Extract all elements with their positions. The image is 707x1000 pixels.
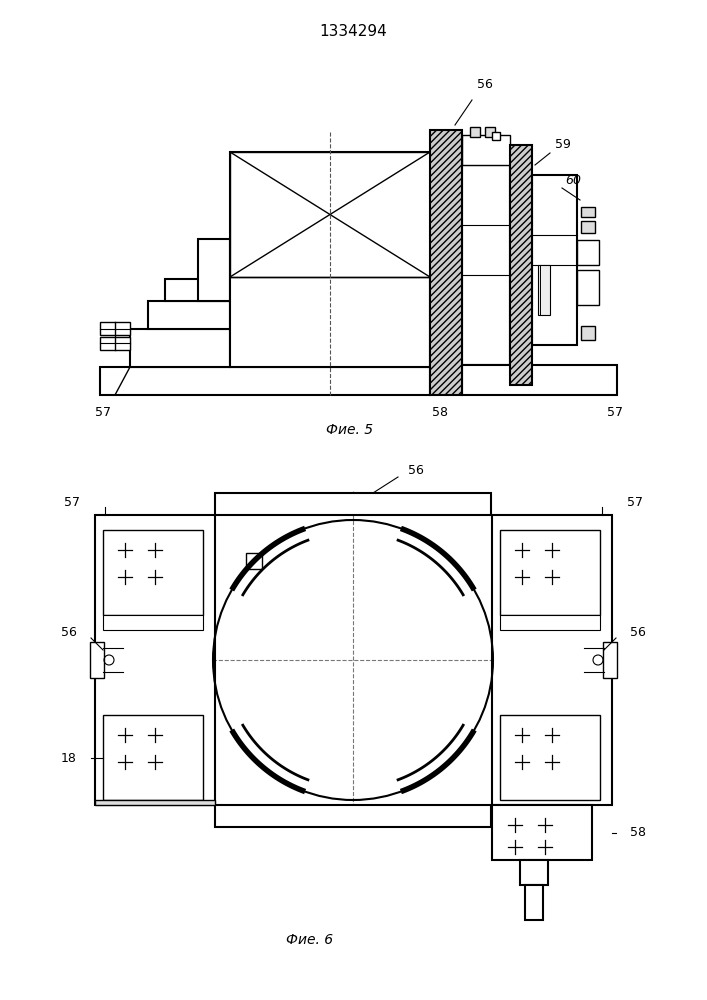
Bar	[462, 165, 510, 365]
Bar	[603, 642, 617, 678]
Bar	[485, 127, 495, 137]
Bar	[100, 322, 130, 335]
Bar	[90, 642, 104, 678]
Text: Фие. 5: Фие. 5	[327, 423, 373, 437]
Bar	[577, 270, 599, 305]
Bar	[577, 240, 599, 265]
Text: 58: 58	[432, 406, 448, 420]
Text: 60: 60	[565, 174, 581, 186]
Text: 56: 56	[61, 626, 77, 639]
Bar	[492, 805, 592, 860]
Text: 57: 57	[64, 496, 80, 510]
Bar	[500, 715, 600, 800]
Bar	[95, 515, 215, 805]
Bar	[492, 515, 612, 805]
Text: 58: 58	[630, 826, 646, 840]
Bar	[470, 127, 480, 137]
Bar	[525, 885, 543, 920]
Bar	[165, 279, 230, 301]
Bar	[100, 337, 130, 350]
Text: 18: 18	[61, 752, 77, 764]
Bar	[581, 221, 595, 233]
Bar	[538, 265, 550, 315]
Bar	[198, 239, 230, 301]
Bar	[100, 367, 430, 395]
Bar	[532, 175, 577, 345]
Bar	[103, 715, 203, 800]
Bar	[581, 326, 595, 340]
Bar	[430, 130, 462, 395]
Bar	[500, 530, 600, 615]
Bar	[148, 301, 230, 329]
Bar	[230, 152, 430, 367]
Text: 56: 56	[477, 79, 493, 92]
Text: 59: 59	[555, 138, 571, 151]
Text: 57: 57	[607, 406, 623, 420]
Bar	[462, 365, 617, 395]
Text: 57: 57	[627, 496, 643, 510]
Bar	[581, 207, 595, 217]
Text: 57: 57	[95, 406, 111, 420]
Bar	[246, 553, 262, 569]
Bar	[103, 530, 203, 615]
Bar	[500, 615, 600, 630]
Bar	[103, 615, 203, 630]
Text: 56: 56	[408, 464, 424, 477]
Bar	[215, 493, 491, 515]
Text: Фие. 6: Фие. 6	[286, 933, 334, 947]
Text: 56: 56	[630, 626, 646, 639]
Bar	[215, 805, 491, 827]
Bar	[230, 152, 430, 277]
Bar	[95, 800, 215, 805]
Bar	[520, 860, 548, 885]
Text: 1334294: 1334294	[319, 24, 387, 39]
Bar	[130, 329, 230, 367]
Bar	[492, 132, 500, 140]
Bar	[462, 135, 510, 165]
Bar	[510, 145, 532, 385]
